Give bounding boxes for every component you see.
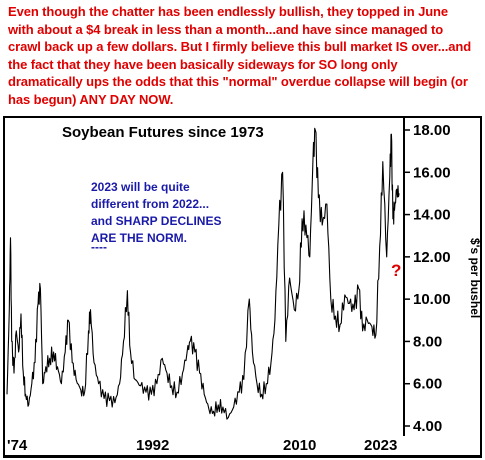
x-tick-label: 2023 bbox=[364, 437, 397, 454]
chart-title: Soybean Futures since 1973 bbox=[62, 124, 264, 141]
y-tick-label: 14.00 bbox=[413, 207, 451, 224]
y-tick-label: 16.00 bbox=[413, 164, 451, 181]
soybean-futures-chart: Soybean Futures since 1973 2023 will be … bbox=[6, 118, 480, 454]
commentary-note: Even though the chatter has been endless… bbox=[8, 4, 472, 107]
chart-panel: Soybean Futures since 1973 2023 will be … bbox=[3, 116, 482, 458]
question-marker: ? bbox=[391, 261, 401, 280]
x-tick-label: 2010 bbox=[283, 437, 316, 454]
annotation-line: different from 2022... bbox=[91, 197, 209, 211]
x-tick-label: '74 bbox=[7, 437, 28, 454]
price-series-line bbox=[6, 127, 400, 420]
y-tick-label: 12.00 bbox=[413, 249, 451, 266]
annotation-line: and SHARP DECLINES bbox=[91, 214, 221, 228]
plot-area bbox=[6, 127, 400, 420]
y-tick-label: 4.00 bbox=[413, 418, 442, 435]
y-axis-label: $'s per bushel bbox=[468, 238, 480, 318]
x-tick-label: 1992 bbox=[136, 437, 169, 454]
y-axis-ticks: 4.00 6.00 8.00 10.00 12.00 14.00 16.00 18.00 bbox=[404, 122, 451, 435]
annotation-line: ---- bbox=[91, 240, 107, 254]
y-tick-label: 10.00 bbox=[413, 291, 451, 308]
y-tick-label: 8.00 bbox=[413, 333, 442, 350]
x-axis-ticks: '74 1992 2010 2023 bbox=[7, 437, 397, 454]
y-tick-label: 18.00 bbox=[413, 122, 451, 139]
annotation-block: 2023 will be quite different from 2022..… bbox=[91, 180, 221, 254]
y-tick-label: 6.00 bbox=[413, 376, 442, 393]
annotation-line: ARE THE NORM. bbox=[91, 231, 187, 245]
annotation-line: 2023 will be quite bbox=[91, 180, 190, 194]
